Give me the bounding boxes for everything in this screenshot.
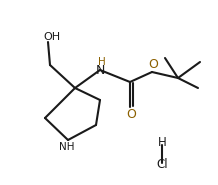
Text: H: H [98,57,106,67]
Text: OH: OH [43,32,61,42]
Text: H: H [158,137,166,149]
Text: Cl: Cl [156,159,168,171]
Text: N: N [95,63,105,77]
Text: O: O [148,58,158,70]
Text: O: O [126,107,136,120]
Text: NH: NH [59,142,75,152]
